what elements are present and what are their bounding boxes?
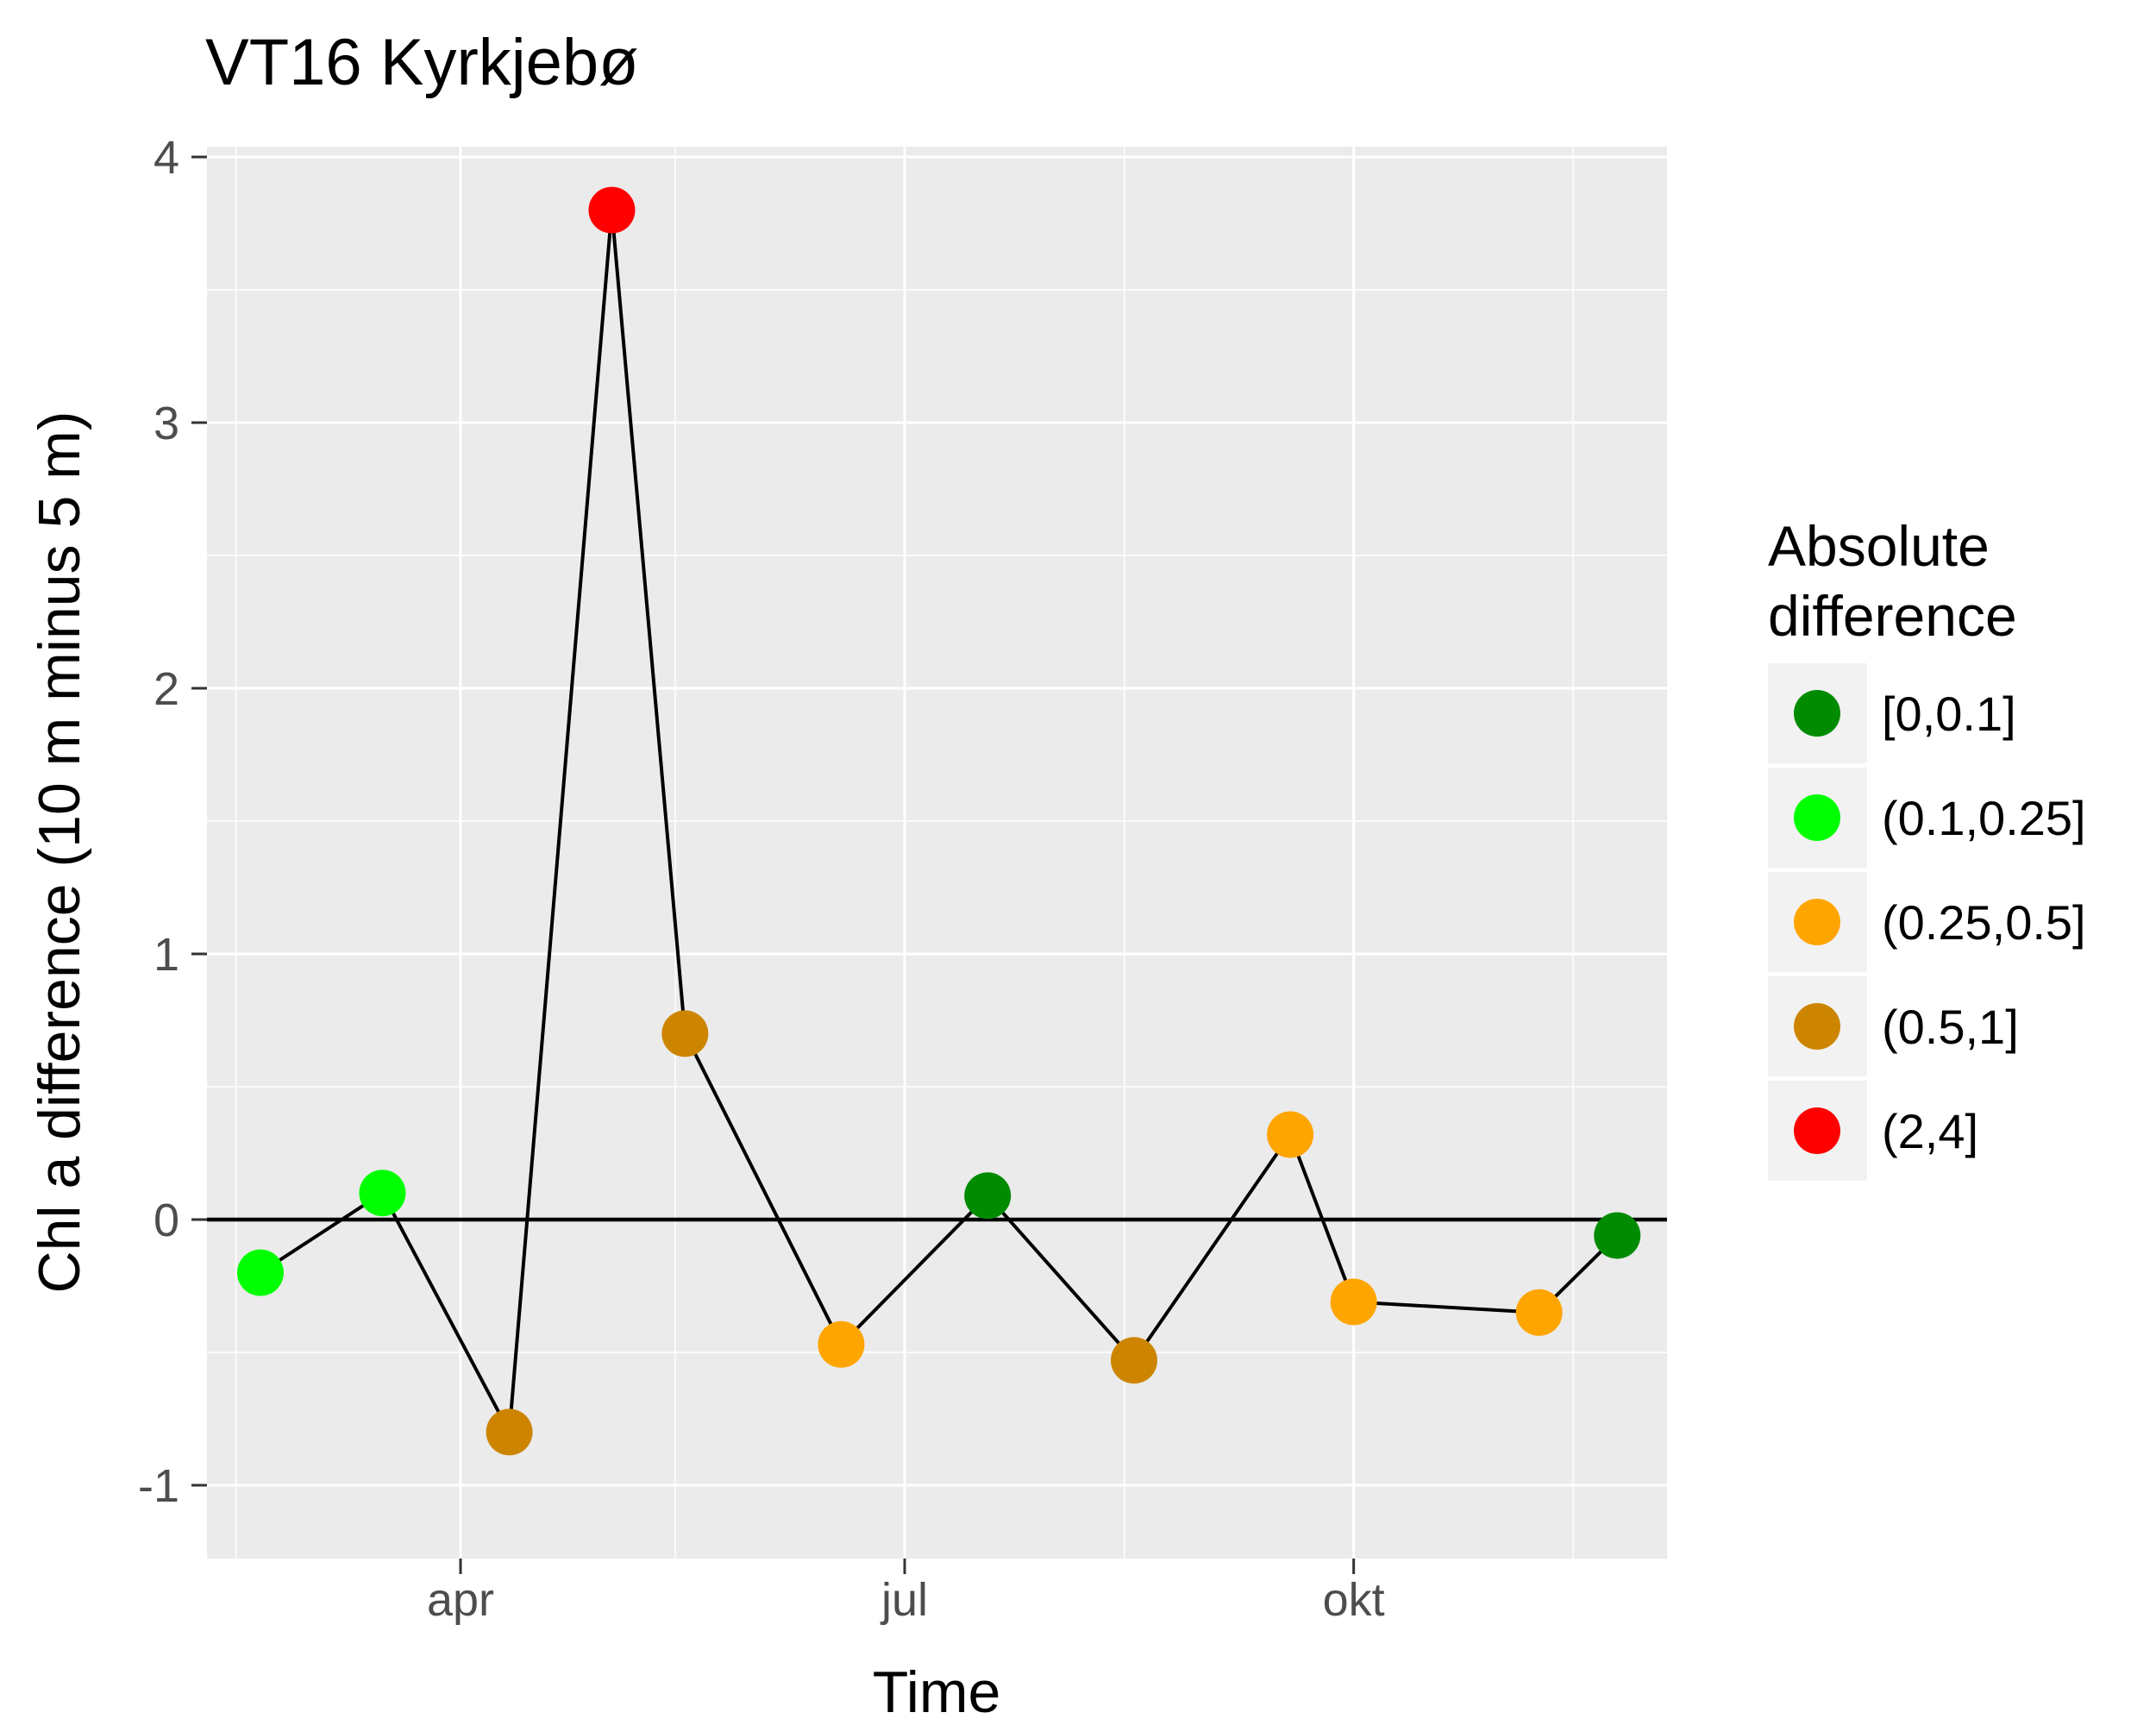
data-point [661, 1010, 709, 1057]
y-tick-label: 4 [154, 132, 179, 184]
data-point [236, 1249, 284, 1296]
series-line [259, 210, 1619, 1439]
y-axis-label: Chl a difference (10 m minus 5 m) [27, 411, 92, 1294]
data-point [1515, 1289, 1563, 1336]
data-point [1267, 1111, 1314, 1158]
data-point [964, 1172, 1012, 1220]
data-point [1110, 1337, 1157, 1384]
x-axis: apr jul okt [427, 1559, 1385, 1626]
y-tick-label: 0 [154, 1195, 179, 1246]
y-tick-label: 2 [154, 663, 179, 715]
legend-entries: [0,0.1] (0.1,0.25] (0.25,0.5] (0.5,1] (2,4] [1768, 663, 2086, 1181]
data-point [359, 1170, 406, 1217]
x-tick-label: jul [880, 1574, 928, 1626]
x-axis-label: Time [873, 1659, 1001, 1725]
chart-title: VT16 Kyrkjebø [205, 26, 639, 99]
x-tick-label: apr [427, 1574, 494, 1626]
data-point [1330, 1278, 1377, 1326]
legend-label: (0.5,1] [1882, 1000, 2019, 1054]
legend-title-line-2: difference [1768, 584, 2017, 648]
y-tick-label: 1 [154, 929, 179, 981]
y-axis: -1 0 1 2 3 4 [138, 132, 207, 1512]
data-point [588, 186, 636, 234]
legend-label: [0,0.1] [1882, 687, 2016, 741]
data-point [818, 1320, 865, 1368]
y-tick-label: -1 [138, 1460, 179, 1512]
legend-symbol [1794, 899, 1840, 945]
legend-symbol [1794, 1107, 1840, 1154]
legend-symbol [1794, 794, 1840, 841]
legend-label: (2,4] [1882, 1104, 1978, 1158]
legend-title-line-1: Absolute [1768, 514, 1990, 578]
y-tick-label: 3 [154, 398, 179, 449]
data-point [1594, 1212, 1641, 1259]
grid-minor [207, 147, 1667, 1559]
x-tick-label: okt [1323, 1574, 1385, 1626]
legend: Absolute difference [0,0.1] (0.1,0.25] (0.… [1768, 514, 2086, 1181]
legend-symbol [1794, 690, 1840, 737]
plot-panel [207, 147, 1667, 1559]
legend-symbol [1794, 1003, 1840, 1050]
legend-label: (0.1,0.25] [1882, 791, 2086, 845]
data-point [486, 1408, 533, 1456]
data-points [236, 186, 1641, 1456]
legend-label: (0.25,0.5] [1882, 895, 2086, 950]
